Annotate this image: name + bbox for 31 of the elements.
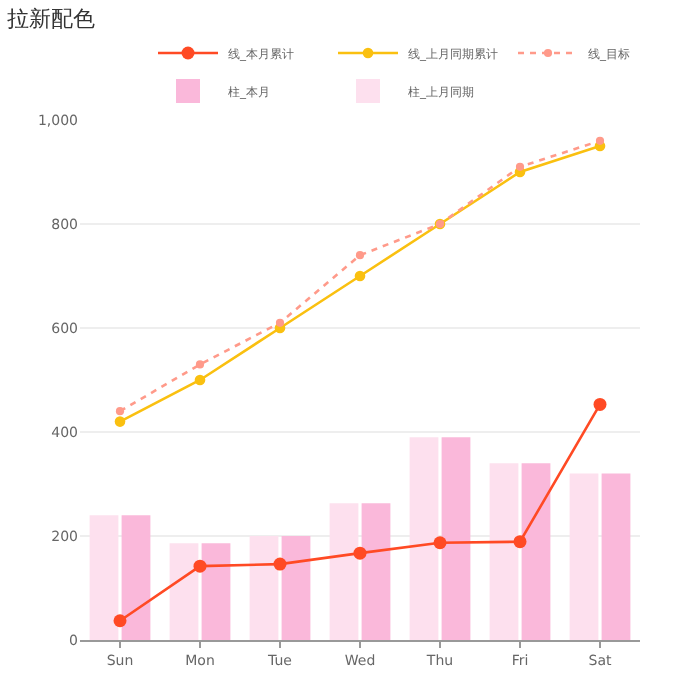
bar [569,473,599,640]
bar [441,437,471,640]
bar [521,463,551,640]
point [273,557,287,571]
bar [329,503,359,640]
point [194,374,206,386]
bar [489,463,519,640]
point [595,136,605,145]
point [114,416,126,427]
point [433,536,447,550]
point [113,614,127,628]
point [195,360,205,369]
bar [201,543,231,640]
chart-title: 拉新配色 [7,5,95,32]
point [275,318,285,327]
point [193,559,207,573]
bar [409,437,439,640]
bar [601,473,631,640]
point [513,535,527,549]
bar [281,536,311,640]
point [593,397,607,411]
point [354,270,366,282]
bar [89,515,119,640]
bar [169,543,199,640]
point [115,407,125,416]
bar [121,515,151,640]
point [515,162,525,171]
point [355,251,365,260]
point [353,546,367,560]
bar [249,536,279,640]
bar [361,503,391,640]
